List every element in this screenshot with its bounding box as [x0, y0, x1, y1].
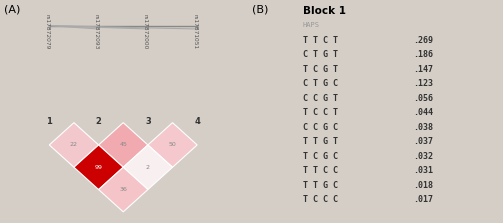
- Text: 2: 2: [96, 117, 102, 126]
- Text: .044: .044: [413, 108, 433, 117]
- Text: 4: 4: [194, 117, 200, 126]
- Text: T C C T: T C C T: [303, 108, 338, 117]
- Text: C T G C: C T G C: [303, 79, 338, 88]
- Polygon shape: [74, 145, 123, 190]
- Text: T C G T: T C G T: [303, 65, 338, 74]
- Text: 22: 22: [70, 142, 78, 147]
- Polygon shape: [99, 123, 148, 167]
- Text: .037: .037: [413, 137, 433, 146]
- Text: 1: 1: [46, 117, 52, 126]
- Text: C C G C: C C G C: [303, 123, 338, 132]
- Text: (A): (A): [4, 4, 20, 14]
- Text: T T G T: T T G T: [303, 137, 338, 146]
- Text: C C G T: C C G T: [303, 94, 338, 103]
- Text: 50: 50: [169, 142, 177, 147]
- Text: rs17872079: rs17872079: [44, 14, 49, 49]
- Polygon shape: [99, 167, 148, 212]
- Text: .031: .031: [413, 166, 433, 175]
- Text: .018: .018: [413, 181, 433, 190]
- Text: T T C C: T T C C: [303, 166, 338, 175]
- Text: rs17872000: rs17872000: [143, 14, 148, 49]
- Polygon shape: [123, 145, 173, 190]
- Text: .123: .123: [413, 79, 433, 88]
- Text: .056: .056: [413, 94, 433, 103]
- Text: .269: .269: [413, 36, 433, 45]
- Text: Block 1: Block 1: [303, 6, 346, 16]
- Text: rs17871051: rs17871051: [192, 14, 197, 49]
- Text: C T G T: C T G T: [303, 50, 338, 59]
- Text: .186: .186: [413, 50, 433, 59]
- Text: 36: 36: [119, 187, 127, 192]
- Text: (B): (B): [252, 4, 268, 14]
- Text: .032: .032: [413, 152, 433, 161]
- Text: .017: .017: [413, 195, 433, 204]
- Text: T T C T: T T C T: [303, 36, 338, 45]
- Polygon shape: [49, 123, 99, 167]
- Text: T T G C: T T G C: [303, 181, 338, 190]
- Text: rs17872093: rs17872093: [94, 14, 99, 49]
- Text: .147: .147: [413, 65, 433, 74]
- Text: 3: 3: [145, 117, 151, 126]
- Text: T C C C: T C C C: [303, 195, 338, 204]
- Text: .038: .038: [413, 123, 433, 132]
- Polygon shape: [148, 123, 197, 167]
- Text: 45: 45: [119, 142, 127, 147]
- Text: T C G C: T C G C: [303, 152, 338, 161]
- Text: HAPS: HAPS: [303, 22, 320, 28]
- Text: 99: 99: [95, 165, 103, 170]
- Text: 2: 2: [146, 165, 150, 170]
